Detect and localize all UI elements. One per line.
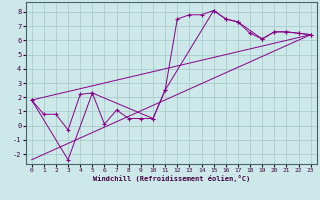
X-axis label: Windchill (Refroidissement éolien,°C): Windchill (Refroidissement éolien,°C) — [92, 175, 250, 182]
